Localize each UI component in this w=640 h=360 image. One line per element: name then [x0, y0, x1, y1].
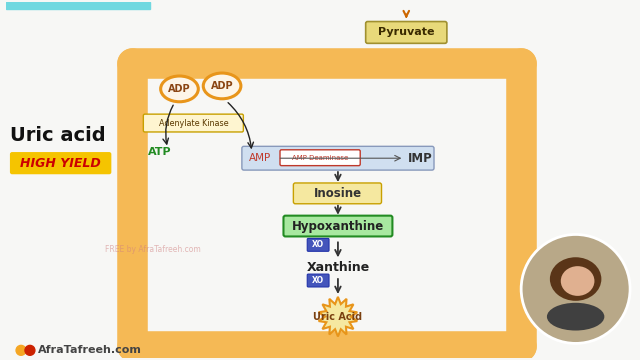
FancyBboxPatch shape	[11, 153, 111, 174]
FancyBboxPatch shape	[307, 274, 329, 287]
FancyBboxPatch shape	[280, 150, 360, 166]
Polygon shape	[319, 297, 357, 337]
Ellipse shape	[547, 303, 604, 330]
Ellipse shape	[550, 257, 602, 301]
Bar	[6, 2, 150, 9]
Text: Xanthine: Xanthine	[307, 261, 369, 274]
Ellipse shape	[204, 73, 241, 99]
Text: AfraTafreeh.com: AfraTafreeh.com	[38, 345, 141, 355]
Text: HIGH YIELD: HIGH YIELD	[20, 157, 101, 170]
Text: XO: XO	[312, 240, 324, 249]
Text: AMP Deaminase: AMP Deaminase	[292, 155, 348, 161]
FancyBboxPatch shape	[307, 238, 329, 251]
Text: Hypoxanthine: Hypoxanthine	[292, 220, 384, 233]
Text: XO: XO	[312, 276, 324, 285]
Text: Uric Acid: Uric Acid	[314, 312, 362, 322]
Ellipse shape	[161, 76, 198, 102]
Text: Uric acid: Uric acid	[10, 126, 106, 145]
Text: IMP: IMP	[408, 152, 433, 165]
Circle shape	[521, 234, 630, 343]
Ellipse shape	[561, 266, 595, 296]
Text: AMP: AMP	[248, 153, 271, 163]
FancyBboxPatch shape	[365, 22, 447, 43]
Text: FREE by AfraTafreeh.com: FREE by AfraTafreeh.com	[105, 245, 200, 254]
Text: ADP: ADP	[168, 84, 191, 94]
Text: Pyruvate: Pyruvate	[378, 27, 435, 37]
FancyBboxPatch shape	[293, 183, 381, 204]
Text: ADP: ADP	[211, 81, 234, 91]
FancyBboxPatch shape	[143, 114, 243, 132]
Text: Adenylate Kinase: Adenylate Kinase	[159, 118, 228, 127]
Circle shape	[25, 345, 35, 355]
FancyBboxPatch shape	[284, 216, 392, 237]
FancyBboxPatch shape	[242, 146, 434, 170]
Text: Inosine: Inosine	[314, 187, 362, 200]
Circle shape	[16, 345, 26, 355]
Text: ATP: ATP	[148, 147, 172, 157]
